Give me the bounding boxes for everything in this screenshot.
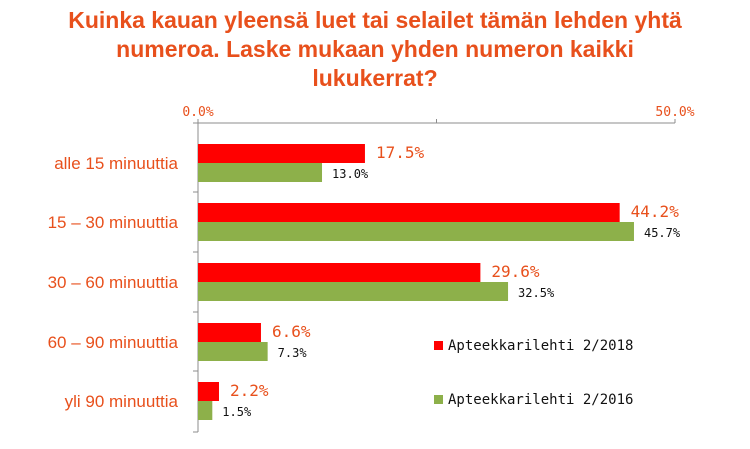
chart-title: Kuinka kauan yleensä luet tai selailet t… (68, 7, 682, 91)
bar-2018 (198, 203, 620, 222)
labels: alle 15 minuuttia 15 – 30 minuuttia 30 – 6… (48, 143, 681, 419)
category-label: yli 90 minuuttia (65, 392, 179, 411)
category-label: 30 – 60 minuuttia (48, 273, 179, 292)
bar-2016 (198, 282, 509, 301)
bar-2016 (198, 163, 323, 182)
legend-swatch (434, 341, 443, 350)
data-label-2016: 1.5% (222, 405, 252, 419)
bar-2018 (198, 382, 219, 401)
bar-2016 (198, 222, 634, 241)
legend-entry: Apteekkarilehti 2/2016 (448, 392, 633, 408)
data-label-2018: 44.2% (631, 202, 680, 221)
data-label-2018: 17.5% (376, 143, 425, 162)
data-label-2016: 32.5% (518, 286, 555, 300)
bar-2018 (198, 323, 261, 342)
bar-2018 (198, 263, 481, 282)
bar-2018 (198, 144, 365, 163)
data-label-2016: 7.3% (278, 346, 308, 360)
x-tick-label: 50.0% (655, 105, 694, 120)
bars (198, 144, 634, 420)
data-label-2016: 13.0% (332, 167, 369, 181)
legend: Apteekkarilehti 2/2018 Apteekkarilehti 2/… (434, 338, 633, 408)
x-tick-label: 0.0% (182, 105, 213, 120)
data-label-2018: 2.2% (230, 381, 269, 400)
legend-swatch (434, 395, 443, 404)
category-label: 60 – 90 minuuttia (48, 333, 179, 352)
bar-2016 (198, 342, 268, 361)
legend-entry: Apteekkarilehti 2/2018 (448, 338, 633, 354)
category-label: alle 15 minuuttia (54, 154, 178, 173)
category-label: 15 – 30 minuuttia (48, 213, 179, 232)
data-label-2018: 29.6% (491, 262, 540, 281)
data-label-2016: 45.7% (644, 226, 681, 240)
bar-2016 (198, 401, 213, 420)
data-label-2018: 6.6% (272, 322, 311, 341)
